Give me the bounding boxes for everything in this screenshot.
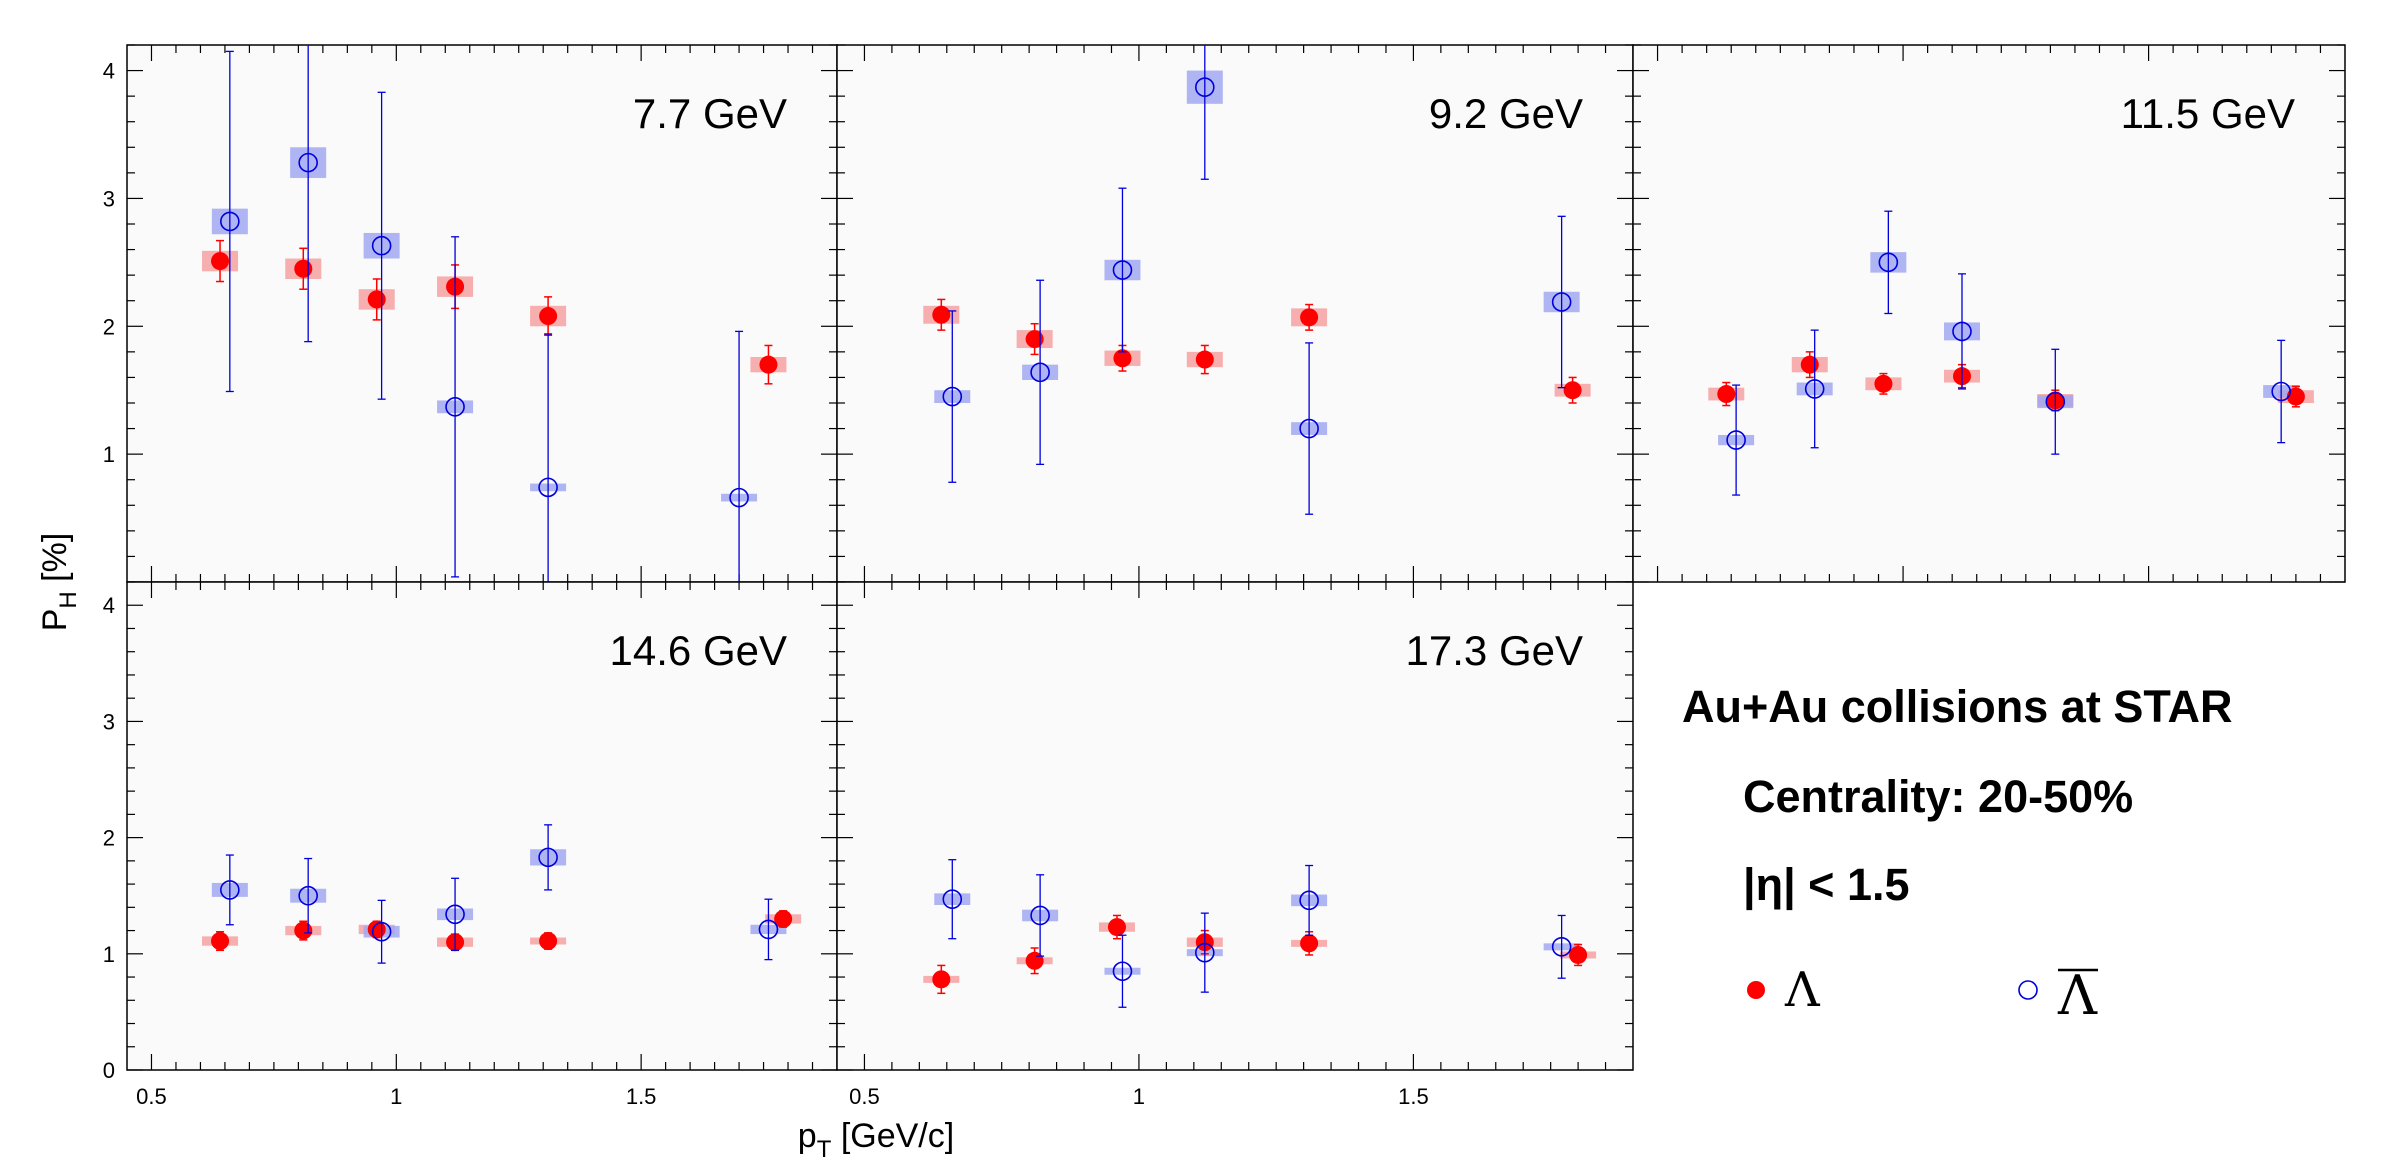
lambda-bar-point	[2045, 391, 2066, 412]
lambda-point	[1025, 951, 1044, 970]
y-tick-label: 2	[103, 314, 115, 339]
lambda-bar-point	[729, 487, 749, 508]
y-tick-label: 1	[103, 942, 115, 967]
panel-3: 0 1 2 3 4 0.5 1 1.5 14.6 GeV	[103, 581, 838, 1109]
lambda-bar-point	[942, 386, 963, 407]
lambda-bar-point	[1030, 905, 1050, 926]
lambda-bar-point	[220, 211, 240, 232]
x-tick-label: 1.5	[1398, 1084, 1429, 1109]
lambda-bar-point	[371, 235, 392, 256]
x-tick-label: 0.5	[136, 1084, 167, 1109]
lambda-point	[294, 259, 313, 278]
centrality-label: Centrality: 20-50%	[1743, 771, 2133, 822]
x-tick-label: 1.5	[626, 1084, 657, 1109]
lambda-point	[759, 355, 778, 374]
panel-1: 9.2 GeV	[836, 44, 1634, 583]
lambda-point	[1025, 330, 1044, 349]
panel-frame	[1632, 44, 2346, 583]
lambda-point	[1113, 349, 1132, 368]
legend-lambda-bar-label: Λ	[2057, 964, 2098, 1027]
lambda-point	[539, 307, 558, 326]
lambda-point	[367, 290, 386, 309]
lambda-bar-point	[1195, 942, 1215, 963]
y-tick-label: 4	[103, 59, 115, 84]
lambda-point	[539, 932, 558, 951]
panel-energy-label: 14.6 GeV	[610, 627, 787, 674]
lambda-point	[2286, 387, 2305, 406]
lambda-bar-point	[942, 889, 963, 910]
lambda-bar-point	[220, 880, 240, 900]
lambda-point	[211, 932, 230, 951]
lambda-bar-point	[1030, 362, 1050, 383]
lambda-bar-point	[1952, 321, 1972, 342]
panel-energy-label: 11.5 GeV	[2121, 90, 2295, 137]
lambda-bar-point	[1878, 252, 1899, 273]
lambda-point	[1195, 350, 1214, 369]
x-axis-title: pT [GeV/c]	[798, 1117, 954, 1163]
lambda-bar-point	[371, 921, 392, 942]
lambda-point	[211, 252, 230, 271]
y-tick-label: 2	[103, 826, 115, 851]
panel-frame	[836, 581, 1634, 1071]
lambda-point	[1563, 381, 1582, 400]
lambda-bar-point	[1299, 890, 1319, 911]
panel-energy-label: 9.2 GeV	[1429, 90, 1583, 137]
lambda-bar-point	[1726, 430, 1746, 450]
lambda-point	[1874, 374, 1893, 393]
y-tick-label: 4	[103, 593, 115, 618]
legend: Au+Au collisions at STAR Centrality: 20-5…	[1682, 681, 2232, 1027]
lambda-bar-point	[445, 904, 465, 925]
panel-2: 11.5 GeV	[1632, 44, 2346, 583]
lambda-point	[774, 909, 793, 928]
panel-4: 0.5 1 1.5 17.3 GeV	[836, 581, 1634, 1109]
panel-frame	[126, 581, 838, 1071]
eta-cut-label: |η| < 1.5	[1743, 859, 1910, 911]
x-tick-label: 1	[390, 1084, 402, 1109]
legend-lambda-marker	[1747, 981, 1765, 999]
legend-lambda-bar-marker	[2018, 980, 2038, 1000]
lambda-point	[1107, 918, 1126, 937]
legend-lambda-label: Λ	[1784, 962, 1821, 1018]
lambda-bar-point	[1112, 260, 1133, 280]
y-tick-label: 0	[103, 1058, 115, 1083]
lambda-point	[932, 970, 951, 989]
lambda-bar-point	[1299, 418, 1319, 439]
lambda-point	[1300, 934, 1319, 953]
x-tick-label: 0.5	[849, 1084, 880, 1109]
lambda-bar-point	[758, 919, 779, 940]
panel-frame	[126, 44, 838, 583]
y-tick-label: 1	[103, 442, 115, 467]
x-tick-label: 1	[1133, 1084, 1145, 1109]
lambda-bar-point	[538, 477, 558, 498]
lambda-point	[1300, 308, 1319, 327]
panel-energy-label: 17.3 GeV	[1406, 627, 1583, 674]
y-axis-title: PH [%]	[36, 533, 82, 632]
lambda-bar-point	[1195, 77, 1215, 97]
panel-frame	[836, 44, 1634, 583]
lambda-bar-point	[1551, 937, 1572, 957]
lambda-point	[1800, 355, 1819, 374]
lambda-bar-point	[1112, 961, 1133, 982]
lambda-bar-point	[2271, 381, 2291, 402]
lambda-bar-point	[298, 885, 318, 906]
system-label: Au+Au collisions at STAR	[1682, 681, 2232, 732]
y-tick-label: 3	[103, 709, 115, 734]
lambda-point	[1717, 385, 1736, 404]
lambda-bar-point	[445, 397, 465, 417]
lambda-point	[1569, 945, 1588, 964]
lambda-bar-point	[1551, 292, 1572, 312]
lambda-bar-point	[298, 152, 318, 173]
lambda-point	[294, 921, 313, 940]
lambda-bar-point	[538, 847, 558, 868]
panel-energy-label: 7.7 GeV	[633, 90, 787, 137]
lambda-bar-point	[1804, 379, 1825, 399]
lambda-point	[932, 305, 951, 324]
panel-0: 1 2 3 4 7.7 GeV	[103, 44, 838, 583]
y-tick-label: 3	[103, 186, 115, 211]
